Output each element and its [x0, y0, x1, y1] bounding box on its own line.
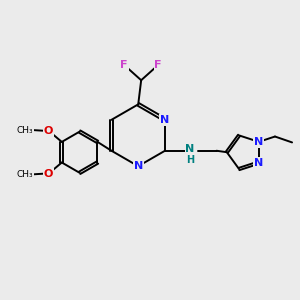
Text: F: F — [154, 60, 162, 70]
Text: N: N — [185, 144, 195, 154]
Text: O: O — [44, 169, 53, 179]
Text: N: N — [254, 137, 263, 147]
Text: H: H — [186, 155, 194, 165]
Text: N: N — [160, 115, 169, 125]
Text: N: N — [134, 161, 143, 171]
Text: F: F — [120, 60, 128, 70]
Text: CH₃: CH₃ — [16, 170, 33, 179]
Text: CH₃: CH₃ — [16, 126, 33, 135]
Text: O: O — [44, 126, 53, 136]
Text: N: N — [254, 158, 263, 168]
